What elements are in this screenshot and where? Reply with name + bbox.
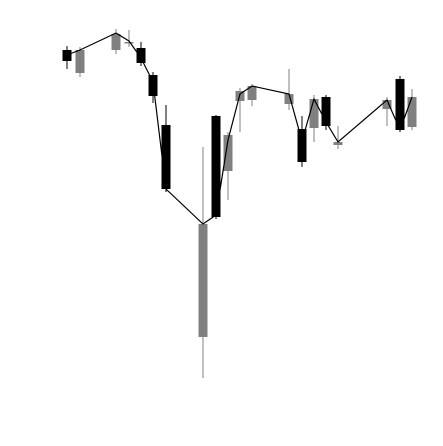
- candle: [333, 126, 343, 149]
- candle-body: [284, 94, 294, 104]
- candles-layer: [62, 29, 417, 378]
- candle-body: [111, 34, 121, 50]
- candle: [124, 30, 134, 47]
- candle-body: [62, 50, 72, 61]
- candle: [198, 147, 208, 378]
- candle: [75, 47, 85, 77]
- trend-line: [66, 32, 413, 225]
- candle: [395, 76, 405, 132]
- candle: [382, 97, 392, 126]
- candle-body: [124, 42, 134, 44]
- candle-body: [309, 99, 319, 128]
- candle-body: [211, 116, 221, 217]
- candle: [321, 95, 331, 130]
- candle-body: [198, 224, 208, 337]
- candle-body: [382, 100, 392, 109]
- candle-body: [247, 86, 257, 100]
- candle-body: [75, 50, 85, 73]
- candle: [309, 95, 319, 142]
- candle: [247, 84, 257, 106]
- candle: [211, 115, 221, 219]
- candle-body: [136, 48, 146, 63]
- candle: [284, 69, 294, 110]
- candle: [136, 42, 146, 66]
- candle-body: [321, 97, 331, 126]
- candle-body: [223, 135, 233, 171]
- candle: [62, 46, 72, 69]
- candle: [407, 89, 417, 130]
- candle-body: [297, 129, 307, 162]
- candle-body: [333, 142, 343, 145]
- candle-body: [395, 79, 405, 130]
- candle-body: [161, 125, 171, 189]
- candle: [161, 105, 171, 192]
- candle-body: [407, 97, 417, 127]
- trend-line-layer: [66, 32, 413, 225]
